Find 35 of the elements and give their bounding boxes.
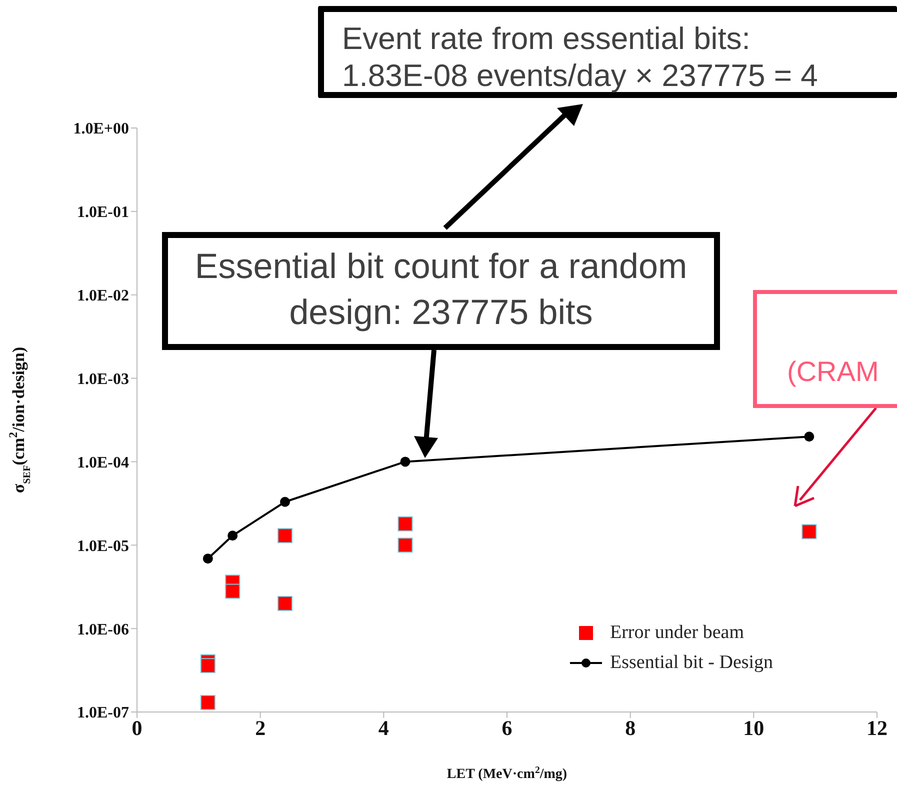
y-tick-label: 1.0E-03 (77, 370, 129, 388)
x-tick-label: 2 (255, 716, 266, 740)
point (200, 694, 216, 710)
legend-label: Error under beam (610, 621, 744, 645)
x-tick-label: 6 (502, 716, 512, 740)
point (202, 554, 213, 564)
y-tick-label: 1.0E-01 (77, 204, 129, 222)
annotation: Essential bit count for a random design: 237775 bits (194, 246, 688, 334)
point (400, 456, 410, 467)
x-tick-label: 8 (625, 716, 636, 740)
y-tick-label: 1.0E-07 (77, 704, 129, 722)
x-tick-label: 0 (132, 716, 142, 740)
y-tick-label: 1.0E-04 (77, 454, 129, 472)
y-tick-label: 1.0E-05 (77, 538, 129, 555)
legend-label: Essential bit - Design (610, 651, 774, 675)
callout-box: Essential bit count for a random design: 237775 bits (162, 232, 720, 350)
point (398, 538, 413, 553)
callout-box: Event rate from essential bits: 1.83E-08 events/day × 237775 = 4 (318, 6, 897, 98)
callout-box: (CRAM (753, 290, 897, 408)
y-tick-label: 1.0E-02 (77, 288, 129, 305)
point (200, 658, 216, 674)
x-tick-label: 4 (378, 716, 390, 740)
point (278, 596, 292, 611)
y-tick-label: 1.0E+00 (73, 120, 129, 138)
point (398, 516, 413, 532)
x-tick-label: 10 (743, 716, 764, 740)
point (225, 584, 240, 599)
point (802, 524, 817, 540)
point (228, 530, 238, 541)
point (278, 528, 292, 544)
point (280, 496, 290, 507)
point (804, 432, 814, 442)
x-tick-label: 12 (866, 716, 888, 740)
x-axis-title: LET (MeV·cm$^{2}$/mg) (446, 764, 568, 782)
y-tick-label: 1.0E-06 (77, 621, 129, 638)
